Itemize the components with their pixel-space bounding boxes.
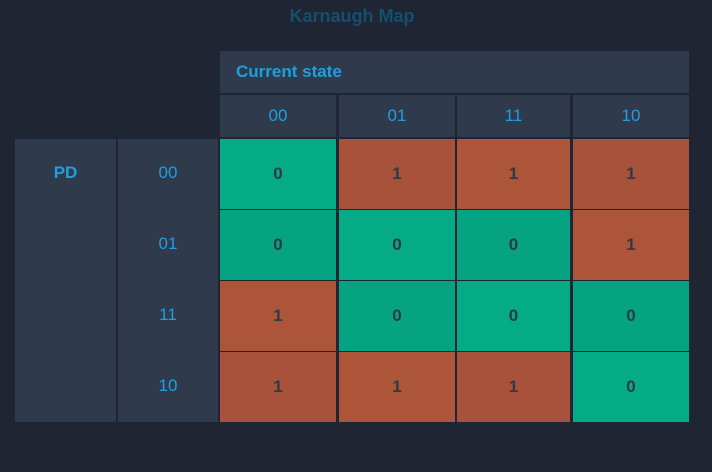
kmap-cell-00-00: 0 xyxy=(220,139,336,209)
kmap-cell-10-11: 1 xyxy=(457,352,570,422)
kmap-cell-11-00: 1 xyxy=(220,281,336,351)
pd-label: PD xyxy=(53,163,78,182)
row-header-11: 11 xyxy=(159,305,177,324)
row-header-10: 10 xyxy=(158,376,178,395)
kmap-cell-00-10: 1 xyxy=(573,139,689,209)
pd-row-group: PD xyxy=(15,139,116,422)
kmap-cell-10-10: 0 xyxy=(573,352,689,422)
kmap-cell-01-11: 0 xyxy=(457,210,570,280)
row-headers: 00 01 11 10 xyxy=(118,139,218,422)
kmap-cell-00-01: 1 xyxy=(339,139,455,209)
kmap-cell-11-11: 0 xyxy=(457,281,570,351)
kmap-cell-11-10: 0 xyxy=(573,281,689,351)
page-title: Karnaugh Map xyxy=(289,6,415,26)
column-header-10: 10 xyxy=(573,95,689,137)
column-header-00: 00 xyxy=(220,95,336,137)
kmap-cell-00-11: 1 xyxy=(457,139,570,209)
kmap-cell-01-01: 0 xyxy=(339,210,455,280)
current-state-header: Current state xyxy=(220,51,689,93)
column-header-11: 11 xyxy=(457,95,570,137)
row-header-01: 01 xyxy=(158,234,178,253)
kmap-cell-01-10: 1 xyxy=(573,210,689,280)
row-header-00: 00 xyxy=(158,163,178,182)
kmap-cell-10-00: 1 xyxy=(220,352,336,422)
kmap-cell-01-00: 0 xyxy=(220,210,336,280)
kmap-cell-10-01: 1 xyxy=(339,352,455,422)
column-header-01: 01 xyxy=(339,95,455,137)
kmap-cell-11-01: 0 xyxy=(339,281,455,351)
